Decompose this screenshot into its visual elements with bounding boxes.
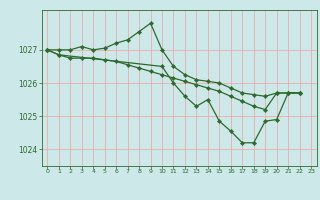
Text: Graphe pression niveau de la mer (hPa): Graphe pression niveau de la mer (hPa) [70, 185, 250, 194]
